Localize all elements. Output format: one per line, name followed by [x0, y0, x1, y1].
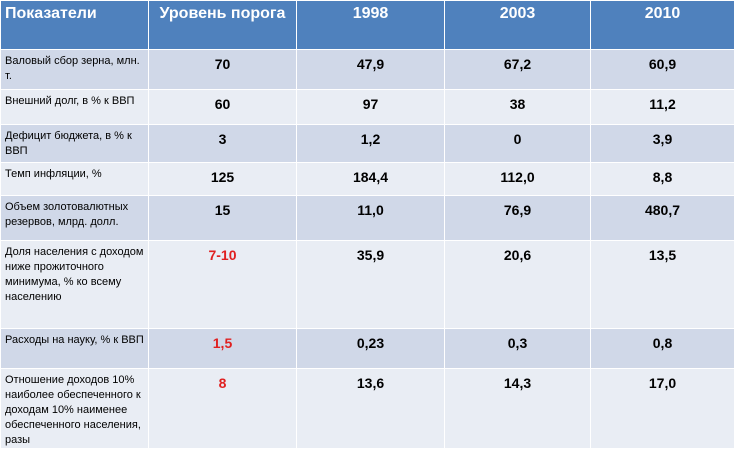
value-cell: 0: [445, 125, 591, 163]
value-cell: 1,2: [297, 125, 445, 163]
value-cell: 17,0: [591, 369, 734, 449]
value-cell: 3,9: [591, 125, 734, 163]
value-cell: 3: [149, 125, 297, 163]
value-cell: 0,23: [297, 329, 445, 369]
value-cell: 60,9: [591, 50, 734, 90]
value-cell: 67,2: [445, 50, 591, 90]
indicator-name: Расходы на науку, % к ВВП: [1, 329, 149, 369]
value-cell: 20,6: [445, 241, 591, 329]
header-cell: Уровень порога: [149, 1, 297, 50]
value-cell: 14,3: [445, 369, 591, 449]
value-cell: 125: [149, 163, 297, 196]
indicator-name: Дефицит бюджета, в % к ВВП: [1, 125, 149, 163]
value-cell: 7-10: [149, 241, 297, 329]
value-cell: 0,8: [591, 329, 734, 369]
value-cell: 0,3: [445, 329, 591, 369]
indicator-name: Объем золотовалютных резервов, млрд. дол…: [1, 196, 149, 241]
indicator-name: Отношение доходов 10% наиболее обеспечен…: [1, 369, 149, 449]
value-cell: 8: [149, 369, 297, 449]
table-row: Доля населения с доходом ниже прожиточно…: [1, 241, 734, 329]
table-row: Отношение доходов 10% наиболее обеспечен…: [1, 369, 734, 449]
value-cell: 1,5: [149, 329, 297, 369]
value-cell: 60: [149, 90, 297, 125]
value-cell: 35,9: [297, 241, 445, 329]
header-cell: 2003: [445, 1, 591, 50]
header-cell: 2010: [591, 1, 734, 50]
indicator-name: Доля населения с доходом ниже прожиточно…: [1, 241, 149, 329]
indicator-name: Темп инфляции, %: [1, 163, 149, 196]
value-cell: 47,9: [297, 50, 445, 90]
header-cell: 1998: [297, 1, 445, 50]
value-cell: 11,2: [591, 90, 734, 125]
indicator-name: Внешний долг, в % к ВВП: [1, 90, 149, 125]
value-cell: 8,8: [591, 163, 734, 196]
value-cell: 480,7: [591, 196, 734, 241]
value-cell: 15: [149, 196, 297, 241]
value-cell: 97: [297, 90, 445, 125]
indicator-name: Валовый сбор зерна, млн. т.: [1, 50, 149, 90]
value-cell: 76,9: [445, 196, 591, 241]
value-cell: 112,0: [445, 163, 591, 196]
value-cell: 38: [445, 90, 591, 125]
value-cell: 70: [149, 50, 297, 90]
value-cell: 13,6: [297, 369, 445, 449]
value-cell: 11,0: [297, 196, 445, 241]
header-cell: Показатели: [1, 1, 149, 50]
value-cell: 13,5: [591, 241, 734, 329]
table-row: Объем золотовалютных резервов, млрд. дол…: [1, 196, 734, 241]
value-cell: 184,4: [297, 163, 445, 196]
